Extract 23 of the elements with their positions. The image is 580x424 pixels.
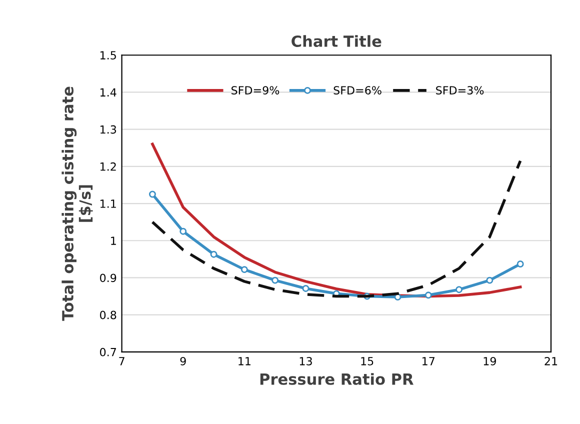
y-tick-label: 0.9 <box>100 274 116 282</box>
x-tick-label: 15 <box>361 357 374 366</box>
x-tick-label: 19 <box>484 356 496 366</box>
y-tick-label: 1.2 <box>100 162 116 171</box>
y-tick-label: 1.1 <box>100 200 116 208</box>
x-tick-label: 21 <box>544 356 558 366</box>
y-tick-label: 0.7 <box>100 348 116 356</box>
legend-label: SFD=9% <box>232 86 280 94</box>
x-tick-label: 17 <box>422 357 434 366</box>
chart-title: Chart Title <box>292 35 382 48</box>
y-tick-label: 1.3 <box>100 125 116 134</box>
x-tick-label: 9 <box>180 356 186 366</box>
y-axis-title: Total operating cisting rate [$/s] <box>62 86 93 321</box>
legend-label: SFD=6% <box>334 86 382 94</box>
x-tick-label: 11 <box>238 357 250 366</box>
y-tick-label: 1.5 <box>100 51 116 60</box>
x-tick-label: 13 <box>300 356 312 366</box>
legend-label: SFD=3% <box>436 86 484 94</box>
y-tick-label: 0.8 <box>100 310 116 320</box>
y-tick-label: 1 <box>111 236 116 245</box>
y-tick-label: 1.4 <box>100 88 116 96</box>
x-tick-label: 7 <box>119 357 124 366</box>
x-axis-title: Pressure Ratio PR <box>260 373 414 385</box>
